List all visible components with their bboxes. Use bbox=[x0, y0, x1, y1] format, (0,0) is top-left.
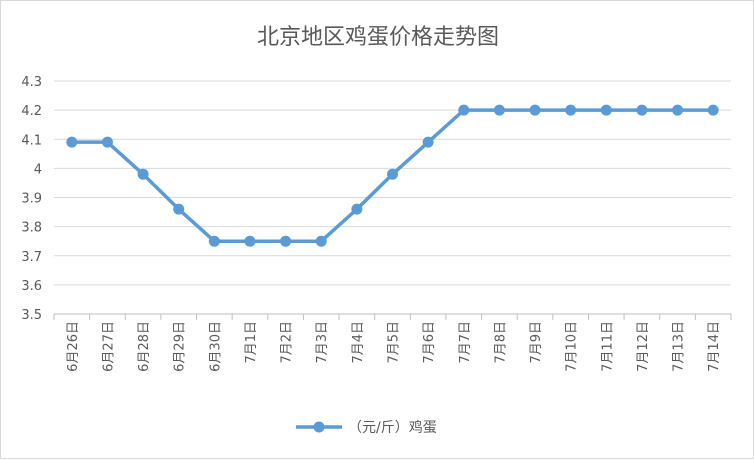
data-point bbox=[173, 203, 185, 215]
data-point bbox=[351, 203, 363, 215]
series-egg-price bbox=[66, 104, 719, 247]
data-point bbox=[707, 104, 719, 116]
data-point bbox=[458, 104, 470, 116]
x-tick-label: 7月13日 bbox=[672, 321, 687, 372]
x-tick-label: 6月30日 bbox=[208, 321, 223, 372]
data-point bbox=[493, 104, 505, 116]
x-tick-label: 7月14日 bbox=[707, 321, 722, 372]
x-tick-label: 7月3日 bbox=[315, 321, 330, 364]
y-tick-label: 4 bbox=[34, 162, 42, 177]
data-point bbox=[565, 104, 577, 116]
data-point bbox=[208, 235, 220, 247]
y-tick-label: 3.8 bbox=[21, 221, 42, 236]
x-tick-label: 7月5日 bbox=[387, 321, 402, 364]
x-tick-label: 7月12日 bbox=[636, 321, 651, 372]
x-tick-label: 7月9日 bbox=[529, 321, 544, 364]
y-axis-ticks: 3.5 3.6 3.7 3.8 3.9 4 4.1 4.2 4.3 bbox=[21, 75, 42, 323]
x-tick-label: 7月11日 bbox=[600, 321, 615, 372]
x-axis-ticks: 6月26日 6月27日 6月28日 6月29日 6月30日 7月1日 7月2日 7月3日 7月4… bbox=[53, 313, 732, 372]
x-tick-label: 7月8日 bbox=[493, 321, 508, 364]
y-tick-label: 3.9 bbox=[21, 192, 42, 207]
x-tick-label: 6月28日 bbox=[137, 321, 152, 372]
legend-label: （元/斤）鸡蛋 bbox=[348, 419, 437, 436]
x-tick-label: 7月6日 bbox=[422, 321, 437, 364]
chart-title: 北京地区鸡蛋价格走势图 bbox=[257, 25, 499, 50]
data-point bbox=[244, 235, 256, 247]
y-tick-label: 4.1 bbox=[21, 133, 42, 148]
data-point bbox=[529, 104, 541, 116]
y-tick-label: 4.3 bbox=[21, 75, 42, 90]
legend: （元/斤）鸡蛋 bbox=[296, 419, 437, 436]
gridlines bbox=[54, 80, 731, 315]
data-point bbox=[101, 136, 113, 148]
x-tick-label: 6月27日 bbox=[101, 321, 116, 372]
data-point bbox=[280, 235, 292, 247]
legend-marker bbox=[313, 421, 325, 433]
x-tick-label: 7月10日 bbox=[565, 321, 580, 372]
data-point bbox=[422, 136, 434, 148]
x-tick-label: 7月4日 bbox=[351, 321, 366, 364]
x-tick-label: 7月7日 bbox=[458, 321, 473, 364]
data-point bbox=[137, 168, 149, 180]
x-tick-label: 6月26日 bbox=[66, 321, 81, 372]
data-point bbox=[387, 168, 398, 180]
y-tick-label: 3.7 bbox=[21, 250, 42, 265]
x-tick-label: 7月1日 bbox=[244, 321, 259, 364]
data-point bbox=[315, 235, 327, 247]
data-point bbox=[66, 136, 78, 148]
data-point bbox=[636, 104, 648, 116]
y-tick-label: 3.5 bbox=[21, 308, 42, 323]
data-point bbox=[600, 104, 612, 116]
x-tick-label: 6月29日 bbox=[173, 321, 188, 372]
y-tick-label: 4.2 bbox=[21, 104, 42, 119]
y-tick-label: 3.6 bbox=[21, 279, 42, 294]
x-tick-label: 7月2日 bbox=[280, 321, 295, 364]
data-point bbox=[672, 104, 684, 116]
